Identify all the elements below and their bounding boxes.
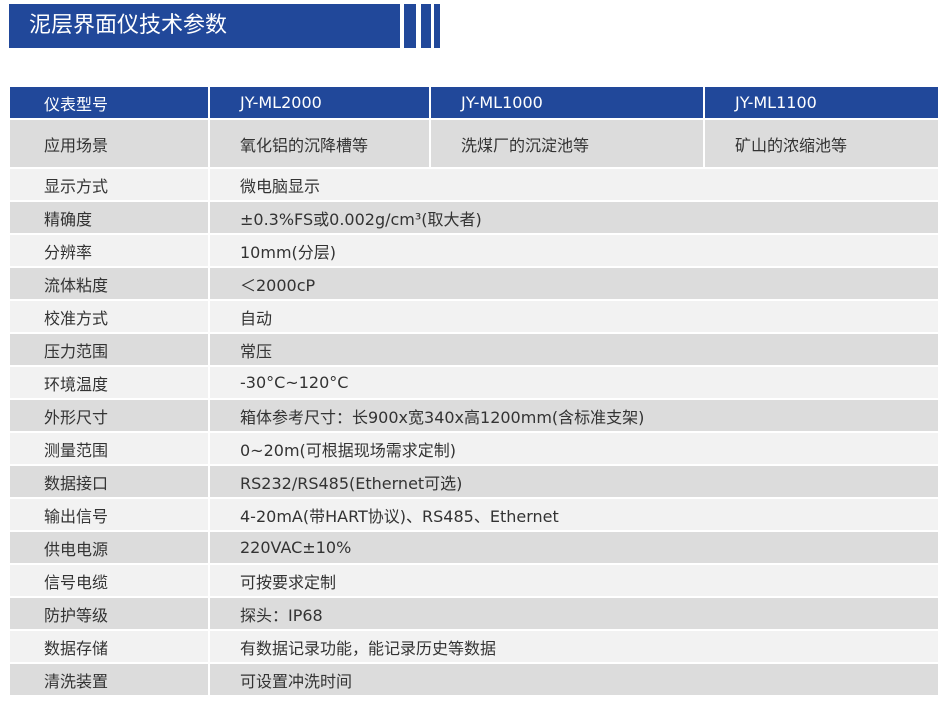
page-title: 泥层界面仪技术参数 <box>9 4 400 48</box>
row-value: 220VAC±10% <box>210 532 938 563</box>
row-value: 微电脑显示 <box>210 169 938 200</box>
row-label: 压力范围 <box>10 334 208 365</box>
row-label: 测量范围 <box>10 433 208 464</box>
table-row: 分辨率 10mm(分层) <box>10 235 938 266</box>
decorative-stripe <box>434 4 440 48</box>
table-header-row: 仪表型号 JY-ML2000 JY-ML1000 JY-ML1100 <box>10 87 938 118</box>
table-row: 流体粘度 ＜2000cP <box>10 268 938 299</box>
row-label: 分辨率 <box>10 235 208 266</box>
row-value: ±0.3%FS或0.002g/cm³(取大者) <box>210 202 938 233</box>
row-value: 4-20mA(带HART协议)、RS485、Ethernet <box>210 499 938 530</box>
row-label: 显示方式 <box>10 169 208 200</box>
row-value: 探头：IP68 <box>210 598 938 629</box>
row-value: ＜2000cP <box>210 268 938 299</box>
table-row: 信号电缆 可按要求定制 <box>10 565 938 596</box>
table-row: 精确度 ±0.3%FS或0.002g/cm³(取大者) <box>10 202 938 233</box>
row-label: 精确度 <box>10 202 208 233</box>
row-value: -30°C~120°C <box>210 367 938 398</box>
table-row: 压力范围 常压 <box>10 334 938 365</box>
row-label: 清洗装置 <box>10 664 208 695</box>
table-row: 显示方式 微电脑显示 <box>10 169 938 200</box>
table-row: 环境温度 -30°C~120°C <box>10 367 938 398</box>
row-label: 环境温度 <box>10 367 208 398</box>
row-value: 矿山的浓缩池等 <box>705 120 938 167</box>
table-row: 供电电源 220VAC±10% <box>10 532 938 563</box>
row-value: RS232/RS485(Ethernet可选) <box>210 466 938 497</box>
table-row: 清洗装置 可设置冲洗时间 <box>10 664 938 695</box>
row-value: 10mm(分层) <box>210 235 938 266</box>
row-label: 信号电缆 <box>10 565 208 596</box>
decorative-stripe <box>404 4 416 48</box>
table-row: 数据存储 有数据记录功能，能记录历史等数据 <box>10 631 938 662</box>
row-label: 应用场景 <box>10 120 208 167</box>
table-row: 外形尺寸 箱体参考尺寸：长900x宽340x高1200mm(含标准支架) <box>10 400 938 431</box>
header-model: JY-ML1000 <box>431 87 703 118</box>
row-value: 自动 <box>210 301 938 332</box>
row-label: 防护等级 <box>10 598 208 629</box>
row-value: 箱体参考尺寸：长900x宽340x高1200mm(含标准支架) <box>210 400 938 431</box>
table-row: 输出信号 4-20mA(带HART协议)、RS485、Ethernet <box>10 499 938 530</box>
table-row: 数据接口 RS232/RS485(Ethernet可选) <box>10 466 938 497</box>
header-model: JY-ML2000 <box>210 87 429 118</box>
row-label: 外形尺寸 <box>10 400 208 431</box>
row-value: 可按要求定制 <box>210 565 938 596</box>
table-row: 校准方式 自动 <box>10 301 938 332</box>
row-value: 常压 <box>210 334 938 365</box>
decorative-stripe <box>421 4 431 48</box>
table-row-application: 应用场景 氧化铝的沉降槽等 洗煤厂的沉淀池等 矿山的浓缩池等 <box>10 120 938 167</box>
row-value: 0~20m(可根据现场需求定制) <box>210 433 938 464</box>
table-row: 防护等级 探头：IP68 <box>10 598 938 629</box>
header-model: JY-ML1100 <box>705 87 938 118</box>
row-value: 洗煤厂的沉淀池等 <box>431 120 703 167</box>
row-label: 数据存储 <box>10 631 208 662</box>
spec-table: 仪表型号 JY-ML2000 JY-ML1000 JY-ML1100 应用场景 … <box>8 85 940 697</box>
row-label: 输出信号 <box>10 499 208 530</box>
row-label: 供电电源 <box>10 532 208 563</box>
table-row: 测量范围 0~20m(可根据现场需求定制) <box>10 433 938 464</box>
row-value: 氧化铝的沉降槽等 <box>210 120 429 167</box>
row-value: 有数据记录功能，能记录历史等数据 <box>210 631 938 662</box>
row-label: 数据接口 <box>10 466 208 497</box>
row-label: 流体粘度 <box>10 268 208 299</box>
header-label: 仪表型号 <box>10 87 208 118</box>
row-label: 校准方式 <box>10 301 208 332</box>
row-value: 可设置冲洗时间 <box>210 664 938 695</box>
